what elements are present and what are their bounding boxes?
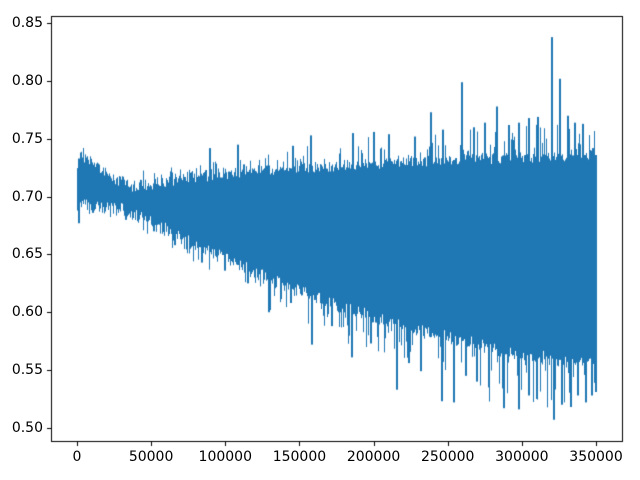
y-tick-label: 0.55 bbox=[11, 362, 43, 379]
y-tick-label: 0.65 bbox=[11, 246, 43, 263]
x-tick-label: 350000 bbox=[569, 449, 623, 465]
x-tick-label: 100000 bbox=[198, 449, 252, 465]
x-tick-label: 50000 bbox=[128, 449, 174, 465]
y-tick-label: 0.75 bbox=[11, 130, 43, 147]
y-tick-label: 0.60 bbox=[11, 304, 43, 321]
y-tick-label: 0.70 bbox=[11, 188, 43, 205]
x-tick-label: 300000 bbox=[495, 449, 549, 465]
x-tick-label: 150000 bbox=[272, 449, 327, 465]
y-tick-label: 0.80 bbox=[11, 73, 43, 90]
x-tick-label: 250000 bbox=[420, 449, 475, 465]
y-tick-label: 0.50 bbox=[11, 419, 43, 436]
x-tick-label: 200000 bbox=[346, 449, 401, 465]
y-tick-label: 0.85 bbox=[11, 15, 43, 32]
x-tick-label: 0 bbox=[72, 449, 82, 465]
